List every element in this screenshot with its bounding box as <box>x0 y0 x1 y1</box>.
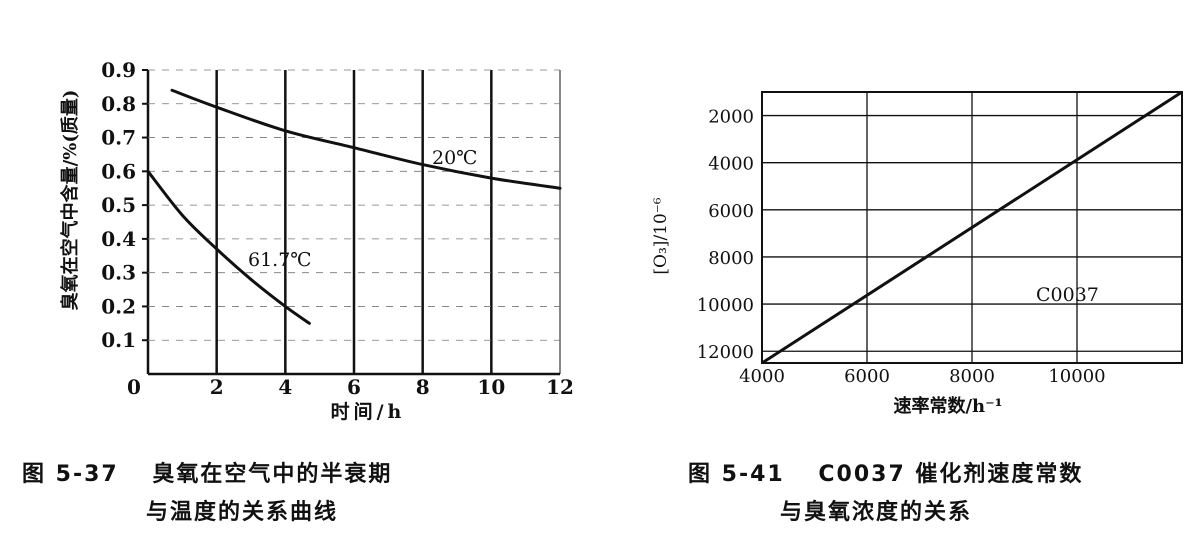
chart1-x-tick-label: 2 <box>210 375 224 399</box>
chart1-y-tick-label: 0.3 <box>101 261 136 285</box>
chart1-series-label-61-7c: 61.7℃ <box>248 249 312 271</box>
chart1-y-tick-label: 0.5 <box>101 193 136 217</box>
chart2-y-tick-label: 8000 <box>708 248 754 269</box>
chart1-x-tick-label: 8 <box>416 375 430 399</box>
chart1-y-axis-label: 臭氧在空气中含量/%(质量) <box>59 90 81 311</box>
chart2-y-tick-label: 4000 <box>708 154 754 175</box>
chart1-caption-line2: 与温度的关系曲线 <box>146 500 339 525</box>
chart-catalyst-rate-constant: 4000 6000 8000 10000 2000 4000 6000 8000 10000 1… <box>651 90 1183 417</box>
chart1-caption-line1: 图 5-37 臭氧在空气中的半衰期 <box>22 462 393 487</box>
chart2-caption-line2: 与臭氧浓度的关系 <box>780 500 973 525</box>
chart2-y-tick-label: 12000 <box>697 342 754 363</box>
chart1-y-tick-label: 0.7 <box>101 126 136 150</box>
chart1-x-tick-label: 6 <box>347 375 361 399</box>
chart1-y-tick-label: 0.4 <box>101 227 136 251</box>
chart1-grid <box>142 69 561 374</box>
chart1-y-tick-label: 0.8 <box>101 92 136 116</box>
chart2-caption-line1: 图 5-41 C0037 催化剂速度常数 <box>688 462 1084 487</box>
chart2-y-tick-label: 2000 <box>708 107 754 128</box>
chart-ozone-half-life: 2 4 6 8 10 12 0.1 0.2 0.3 0.4 0.5 0.6 0.7 0.8 0.9 0 2… <box>59 58 574 423</box>
chart1-series-label-20c: 20℃ <box>432 147 477 169</box>
chart2-x-axis-label: 速率常数/h⁻¹ <box>893 395 1002 417</box>
chart2-y-ticks: 2000 4000 6000 8000 10000 12000 <box>697 107 754 364</box>
chart1-y-ticks: 0.1 0.2 0.3 0.4 0.5 0.6 0.7 0.8 0.9 <box>101 58 136 352</box>
chart1-x-tick-label: 10 <box>477 375 505 399</box>
chart2-x-tick-label: 10000 <box>1048 366 1105 387</box>
chart1-x-ticks: 2 4 6 8 10 12 <box>210 375 574 399</box>
chart1-x-tick-label: 12 <box>546 375 574 399</box>
chart2-x-tick-label: 4000 <box>739 366 785 387</box>
chart2-x-ticks: 4000 6000 8000 10000 <box>739 366 1106 387</box>
chart2-y-tick-label: 6000 <box>708 201 754 222</box>
chart2-series <box>761 90 1183 365</box>
chart1-y-tick-label: 0.2 <box>101 294 136 318</box>
chart2-series-line-c0037 <box>761 90 1183 365</box>
chart1-y-tick-label: 0.1 <box>101 328 136 352</box>
chart1-x-axis-label: 时间/h <box>331 401 406 423</box>
chart1-series-line-20c <box>170 88 562 190</box>
chart1-origin-label: 0 <box>127 375 141 399</box>
chart1-series-line-61-7c <box>146 169 311 325</box>
chart1-y-tick-label: 0.6 <box>101 159 136 183</box>
chart1-x-tick-label: 4 <box>278 375 292 399</box>
chart1-series <box>146 88 562 325</box>
chart2-x-tick-label: 6000 <box>844 366 890 387</box>
chart2-y-axis-label: [O₃]/10⁻⁶ <box>651 197 671 274</box>
chart2-series-label-c0037: C0037 <box>1036 284 1099 306</box>
chart2-grid <box>762 92 1182 363</box>
chart2-x-tick-label: 8000 <box>949 366 995 387</box>
chart2-y-tick-label: 10000 <box>697 295 754 316</box>
chart1-y-tick-label: 0.9 <box>101 58 136 82</box>
